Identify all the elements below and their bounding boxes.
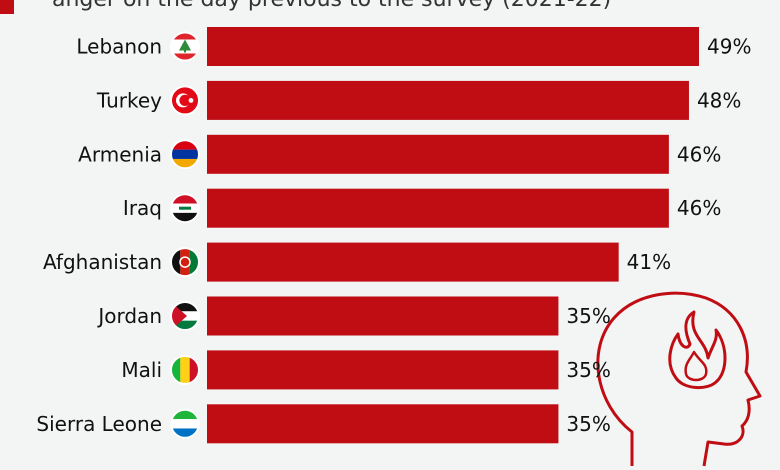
bar bbox=[207, 188, 669, 228]
flag-afghanistan-icon bbox=[170, 247, 200, 278]
bar-row-turkey: Turkey 48% bbox=[96, 80, 741, 120]
category-label: Jordan bbox=[96, 304, 162, 328]
bar bbox=[207, 80, 689, 120]
flag-sierra-leone-icon bbox=[170, 408, 200, 439]
chart-subtitle: anger on the day previous to the survey … bbox=[52, 0, 611, 14]
bar bbox=[207, 134, 669, 174]
flag-armenia-icon bbox=[170, 139, 200, 170]
bar bbox=[207, 27, 699, 66]
value-label: 41% bbox=[627, 250, 671, 274]
flag-mali-icon bbox=[170, 354, 200, 385]
bar-row-iraq: Iraq 46% bbox=[123, 188, 721, 228]
bar-row-armenia: Armenia 46% bbox=[78, 134, 721, 174]
value-label: 35% bbox=[566, 358, 610, 382]
bar bbox=[207, 404, 559, 444]
chart-header: anger on the day previous to the survey … bbox=[0, 0, 780, 16]
value-label: 48% bbox=[697, 88, 741, 112]
category-label: Sierra Leone bbox=[36, 412, 162, 436]
flag-turkey-icon bbox=[170, 85, 200, 116]
bar-row-afghanistan: Afghanistan 41% bbox=[43, 242, 671, 282]
bars-layer: Lebanon 49%Turkey 48%Armenia 46%Iraq 46%Afgh… bbox=[36, 27, 751, 444]
bar-row-lebanon: Lebanon 49% bbox=[76, 27, 751, 66]
bar bbox=[207, 350, 559, 390]
value-label: 46% bbox=[677, 142, 721, 166]
angry-head-flame-icon bbox=[596, 291, 762, 467]
bar-row-mali: Mali 35% bbox=[121, 350, 611, 390]
category-label: Turkey bbox=[96, 88, 162, 112]
value-label: 35% bbox=[566, 304, 610, 328]
value-label: 35% bbox=[566, 412, 610, 436]
bar bbox=[207, 242, 619, 282]
bar-row-sierra-leone: Sierra Leone 35% bbox=[36, 404, 611, 444]
value-label: 46% bbox=[677, 196, 721, 220]
category-label: Afghanistan bbox=[43, 250, 162, 274]
category-label: Iraq bbox=[123, 196, 162, 220]
bar-row-jordan: Jordan 35% bbox=[96, 296, 611, 336]
legend-swatch bbox=[0, 0, 14, 14]
category-label: Lebanon bbox=[76, 35, 162, 59]
flag-lebanon-icon bbox=[170, 31, 200, 62]
flag-jordan-icon bbox=[170, 301, 200, 331]
category-label: Mali bbox=[121, 358, 162, 382]
category-label: Armenia bbox=[78, 142, 162, 166]
value-label: 49% bbox=[707, 35, 751, 59]
flag-iraq-icon bbox=[170, 193, 200, 224]
bar bbox=[207, 296, 559, 336]
